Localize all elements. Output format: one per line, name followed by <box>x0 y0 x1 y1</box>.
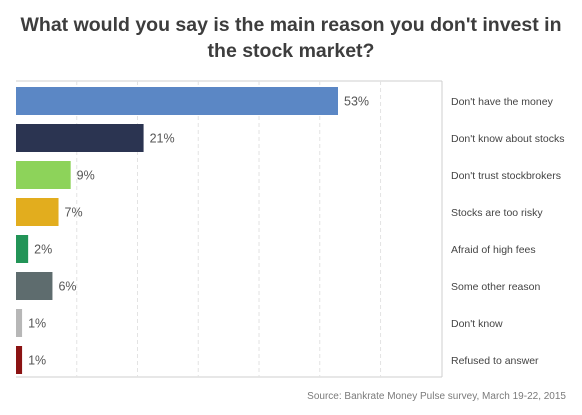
value-label: 7% <box>65 206 83 220</box>
bar <box>16 309 23 337</box>
category-label: Refused to answer <box>451 355 539 367</box>
category-label: Stocks are too risky <box>451 207 543 219</box>
value-label: 9% <box>77 169 95 183</box>
bar <box>16 235 29 263</box>
bar <box>16 87 338 115</box>
value-label: 21% <box>150 132 175 146</box>
category-label: Some other reason <box>451 281 540 293</box>
source-note: Source: Bankrate Money Pulse survey, Mar… <box>307 391 566 402</box>
category-labels: Don't have the money Don't know about sto… <box>451 96 564 367</box>
bar <box>16 346 23 374</box>
value-labels: 53% 21% 9% 7% 2% 6% 1% 1% <box>28 95 369 368</box>
bars <box>16 87 338 374</box>
chart-title: What would you say is the main reason yo… <box>20 14 562 62</box>
category-label: Don't know about stocks <box>451 133 564 145</box>
category-label: Don't trust stockbrokers <box>451 170 561 182</box>
category-label: Afraid of high fees <box>451 244 536 256</box>
bar <box>16 272 53 300</box>
value-label: 6% <box>58 280 76 294</box>
bar <box>16 124 144 152</box>
bar <box>16 198 59 226</box>
category-label: Don't know <box>451 318 503 330</box>
value-label: 2% <box>34 243 52 257</box>
grid-lines <box>16 80 443 378</box>
value-label: 1% <box>28 354 46 368</box>
value-label: 53% <box>344 95 369 109</box>
category-label: Don't have the money <box>451 96 554 108</box>
value-label: 1% <box>28 317 46 331</box>
bar <box>16 161 71 189</box>
